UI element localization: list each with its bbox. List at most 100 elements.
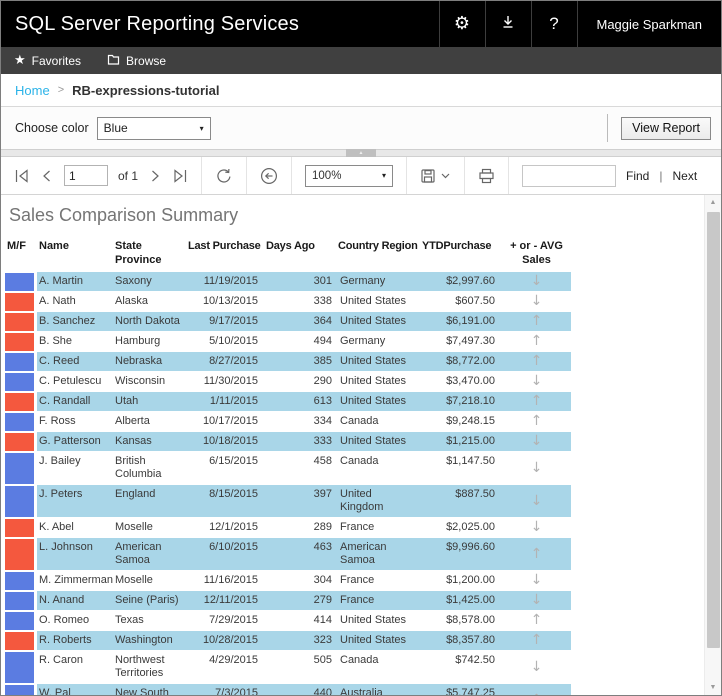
trend-cell: ↑ (502, 392, 571, 411)
trend-up-arrow-icon: ↑ (531, 693, 543, 696)
back-to-parent-button[interactable] (260, 167, 278, 185)
previous-page-button[interactable] (40, 169, 54, 183)
table-cell: British Columbia (115, 454, 162, 480)
gender-color-cell (5, 411, 37, 431)
trend-down-arrow-icon: ↓ (530, 658, 543, 675)
print-button[interactable] (478, 168, 495, 184)
trend-down-arrow-icon: ↓ (530, 293, 543, 309)
table-cell: United States (340, 294, 407, 307)
view-report-button[interactable]: View Report (621, 116, 711, 140)
next-page-button[interactable] (148, 169, 162, 183)
app-title: SQL Server Reporting Services (15, 12, 300, 35)
table-cell: $7,497.30 (446, 334, 495, 347)
male-square-icon (5, 485, 34, 517)
table-cell: O. Romeo (39, 613, 90, 626)
gender-color-cell (5, 570, 37, 590)
column-header: M/F (7, 240, 26, 252)
male-square-icon (5, 684, 34, 695)
first-page-button[interactable] (14, 168, 30, 183)
table-row: O. Romeo Texas 7/29/2015 414 United States $8… (5, 610, 571, 631)
table-cell: A. Martin (39, 274, 84, 287)
parameter-actions: View Report (607, 114, 711, 142)
column-header: + or - AVG Sales (510, 240, 563, 266)
male-square-icon (5, 352, 34, 371)
column-header: Country Region (338, 240, 418, 252)
table-cell: 279 (313, 593, 332, 606)
find-input[interactable] (522, 164, 617, 187)
table-row: A. Martin Saxony 11/19/2015 301 Germany $2,99… (5, 271, 571, 292)
table-cell: J. Peters (39, 487, 83, 500)
table-cell: Moselle (115, 520, 153, 533)
report-viewer-toolbar: of 1 100% ▾ (1, 157, 721, 195)
vertical-divider (607, 114, 609, 142)
gender-color-cell (5, 537, 37, 570)
refresh-button[interactable] (215, 167, 233, 185)
download-button[interactable] (484, 1, 531, 47)
zoom-select[interactable]: 100% ▾ (305, 164, 394, 187)
vertical-scrollbar[interactable]: ▲ ▼ (704, 195, 721, 695)
browse-label: Browse (126, 53, 167, 68)
female-square-icon (5, 631, 34, 650)
table-cell: $8,578.00 (446, 613, 495, 626)
scroll-down-button[interactable]: ▼ (709, 684, 717, 691)
help-button[interactable]: ? (530, 1, 577, 47)
table-cell: Hamburg (115, 334, 161, 347)
table-cell: American Samoa (115, 540, 162, 566)
trend-down-arrow-icon: ↓ (530, 459, 543, 476)
caret-down-icon: ▾ (199, 123, 204, 133)
gender-color-cell (5, 391, 37, 411)
trend-cell: ↑ (502, 412, 571, 431)
breadcrumb-home-link[interactable]: Home (15, 82, 50, 98)
table-cell: Seine (Paris) (115, 593, 179, 606)
zoom-select-value: 100% (312, 169, 342, 182)
female-square-icon (5, 292, 34, 311)
find-link[interactable]: Find (626, 168, 650, 183)
table-row: J. Bailey British Columbia 6/15/2015 458 Can… (5, 451, 571, 485)
trend-cell: ↑ (502, 611, 571, 630)
table-cell: 289 (313, 520, 332, 533)
nav-bar: ★ Favorites Browse (1, 47, 721, 74)
table-cell: 7/29/2015 (209, 613, 258, 626)
table-cell: 12/1/2015 (209, 520, 258, 533)
scroll-up-button[interactable]: ▲ (709, 199, 717, 206)
favorites-tab[interactable]: ★ Favorites (14, 54, 81, 68)
gear-icon: ⚙ (453, 13, 471, 34)
male-square-icon (5, 452, 34, 484)
trend-down-arrow-icon: ↓ (530, 592, 543, 608)
trend-cell: ↑ (502, 332, 571, 351)
browse-tab[interactable]: Browse (107, 52, 166, 69)
trend-cell: ↑ (502, 538, 571, 570)
table-cell: C. Randall (39, 394, 91, 407)
scrollbar-thumb[interactable] (706, 212, 720, 648)
gender-color-cell (5, 271, 37, 291)
gender-color-cell (5, 650, 37, 683)
breadcrumb-current: RB-expressions-tutorial (72, 82, 220, 98)
table-cell: France (340, 593, 375, 606)
table-cell: North Dakota (115, 314, 180, 327)
refresh-group (202, 157, 248, 194)
page-number-input[interactable] (64, 165, 108, 186)
table-cell: L. Johnson (39, 540, 93, 553)
female-square-icon (5, 432, 34, 451)
table-cell: $607.50 (455, 294, 495, 307)
trend-cell: ↓ (502, 518, 571, 537)
color-select[interactable]: Blue ▾ (96, 116, 211, 140)
table-cell: 440 (313, 686, 332, 696)
trend-up-arrow-icon: ↑ (530, 393, 543, 409)
next-link[interactable]: Next (672, 168, 698, 183)
table-cell: 8/15/2015 (209, 487, 258, 500)
last-page-button[interactable] (172, 168, 188, 183)
save-export-button[interactable] (420, 168, 451, 184)
column-header: Last Purchase (188, 240, 261, 252)
user-menu[interactable]: Maggie Sparkman (576, 1, 722, 47)
table-cell: United States (340, 394, 407, 407)
female-square-icon (5, 518, 34, 537)
collapse-handle[interactable]: ▲ (346, 149, 376, 157)
table-cell: 7/3/2015 (215, 686, 258, 696)
trend-down-arrow-icon: ↓ (530, 519, 543, 535)
table-cell: 463 (313, 540, 332, 553)
table-cell: 334 (313, 414, 332, 427)
table-cell: $8,357.80 (446, 633, 495, 646)
female-square-icon (5, 392, 34, 411)
settings-button[interactable]: ⚙ (438, 1, 485, 47)
